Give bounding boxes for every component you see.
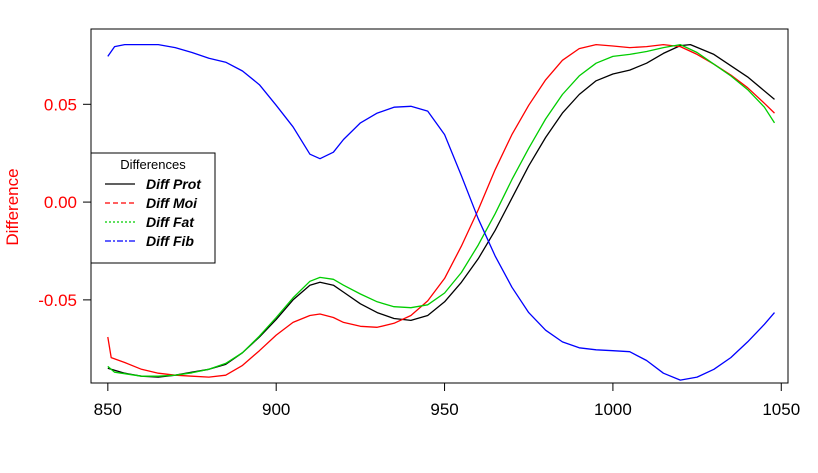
legend-item-label: Diff Prot [146,176,202,192]
x-tick-label: 850 [94,400,122,419]
legend-item-label: Diff Fat [146,214,195,230]
y-axis: 0.05 0.00 -0.05 [38,95,91,310]
x-tick-label: 1000 [594,400,632,419]
y-axis-label: Difference [3,168,22,245]
series-line-diff-moi [107,43,775,378]
y-tick-label: 0.05 [44,95,77,114]
x-tick-label: 900 [262,400,290,419]
legend-title: Differences [120,157,186,172]
legend-item-label: Diff Fib [146,233,194,249]
legend: Differences Diff Prot Diff Moi Diff Fat Diff… [90,152,216,264]
legend-item-label: Diff Moi [146,195,198,211]
x-axis: 850 900 950 1000 1050 [94,383,800,419]
series-layer [107,43,776,381]
y-tick-label: -0.05 [38,291,77,310]
x-tick-label: 1050 [762,400,800,419]
series-line-diff-fib [107,43,775,381]
series-line-diff-fat [107,43,776,377]
legend-box [90,152,216,264]
y-tick-label: 0.00 [44,193,77,212]
x-tick-label: 950 [430,400,458,419]
